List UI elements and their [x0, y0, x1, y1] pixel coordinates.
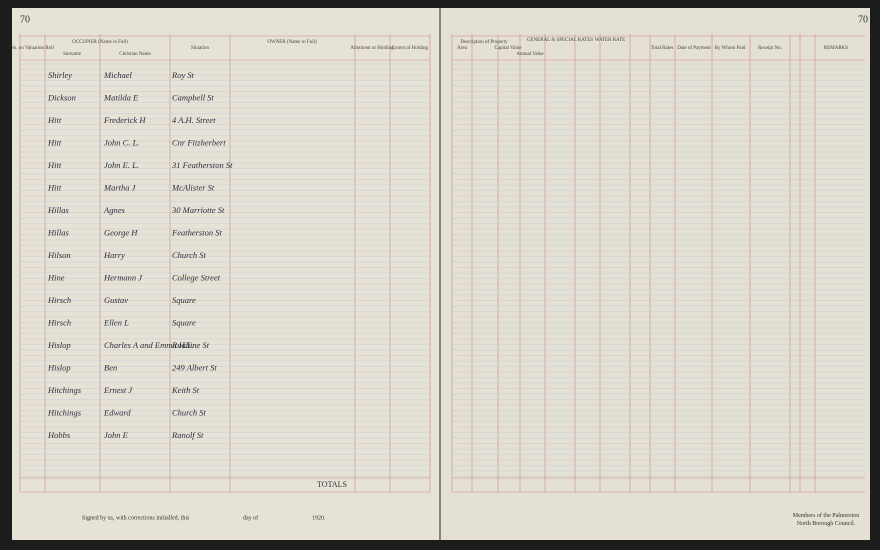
situation: Ruahine St [171, 340, 210, 350]
surname: Hitt [47, 160, 62, 170]
surname: Hitt [47, 182, 62, 192]
column-header: Date of Payment [677, 46, 711, 51]
column-header: Area [457, 46, 467, 51]
christian-name: Ben [104, 362, 117, 372]
christian-name: Martha J [103, 182, 137, 192]
surname: Hitchings [47, 385, 82, 395]
situation: Campbell St [172, 92, 214, 102]
rows: Shirley Michael Roy St Dickson Matilda E Camp… [47, 70, 233, 440]
christian-name: Frederick H [103, 115, 146, 125]
christian-name: Ellen L [103, 317, 129, 327]
christian-name: Gustav [104, 295, 128, 305]
column-header: Extent of Holding [392, 46, 429, 51]
situation: Square [172, 317, 196, 327]
surname: Hirsch [47, 317, 71, 327]
christian-name: Charles A and Emma H.L. [104, 340, 194, 350]
column-header: Allotment or Holding [350, 46, 394, 51]
situation: McAlister St [171, 182, 215, 192]
situation: Keith St [171, 385, 200, 395]
surname: Hitt [47, 137, 62, 147]
christian-name: Ernest J [103, 385, 133, 395]
surname: Hitchings [47, 407, 82, 417]
surname: Shirley [48, 70, 72, 80]
surname: Hislop [47, 340, 71, 350]
column-header: Christian Name [119, 52, 151, 57]
situation: Square [172, 295, 196, 305]
surname: Hine [47, 272, 65, 282]
surname: Hirsch [47, 295, 71, 305]
signature-line: Signed by us, with corrections initialle… [82, 515, 190, 521]
page-number: 70 [20, 14, 30, 25]
christian-name: Edward [103, 407, 131, 417]
christian-name: Harry [103, 250, 125, 260]
situation: Church St [172, 250, 207, 260]
column-header: Receipt No. [758, 46, 782, 51]
situation: 4 A.H. Street [172, 115, 216, 125]
column-header: Annual Value [516, 52, 544, 57]
grid [19, 34, 865, 493]
situation: Ranolf St [171, 430, 204, 440]
members-note: Members of the Palmerston North Borough … [792, 513, 860, 527]
right-page [440, 8, 870, 540]
surname: Dickson [47, 92, 76, 102]
situation: 30 Marriotte St [171, 205, 225, 215]
column-header: GENERAL & SPECIAL RATES [527, 38, 593, 43]
column-header: By Whom Paid [715, 46, 746, 51]
surname: Hitt [47, 115, 62, 125]
signature-line: 1920. [312, 515, 326, 521]
situation: College Street [172, 272, 221, 282]
situation: 249 Albert St [172, 362, 217, 372]
situation: Church St [172, 407, 207, 417]
surname: Hillas [47, 205, 69, 215]
column-header: Description of Property [460, 40, 508, 45]
column-header: Total Rates [651, 46, 674, 51]
column-header: REMARKS [824, 46, 848, 51]
column-header: Situation [191, 46, 210, 51]
column-header: OWNER (Name in Full) [267, 40, 317, 45]
surname: Hillas [47, 227, 69, 237]
christian-name: Hermann J [103, 272, 143, 282]
column-header: Surname [63, 52, 82, 57]
christian-name: George H [104, 227, 138, 237]
christian-name: Michael [103, 70, 132, 80]
surname: Hobbs [47, 430, 71, 440]
column-header: OCCUPIER (Name in Full) [72, 40, 128, 45]
signature-line: day of [243, 514, 258, 521]
column-header: WATER RATE [595, 38, 625, 43]
situation: 31 Featherston St [171, 160, 233, 170]
members-text: Members of the Palmerston North Borough … [792, 513, 860, 527]
christian-name: John E. L. [104, 160, 139, 170]
surname: Hislop [47, 362, 71, 372]
page-number: 70 [858, 14, 868, 25]
christian-name: Matilda E [103, 92, 139, 102]
totals-label: TOTALS [317, 480, 347, 489]
christian-name: John E [104, 430, 129, 440]
situation: Featherston St [171, 227, 222, 237]
situation: Roy St [171, 70, 195, 80]
column-header: No. on Valuation Roll [10, 46, 54, 51]
christian-name: Agnes [103, 205, 125, 215]
left-page [12, 8, 440, 540]
christian-name: John C. L. [104, 137, 139, 147]
situation: Cnr Fitzherbert [172, 137, 226, 147]
surname: Hilson [47, 250, 71, 260]
column-header: Capital Value [495, 46, 523, 51]
